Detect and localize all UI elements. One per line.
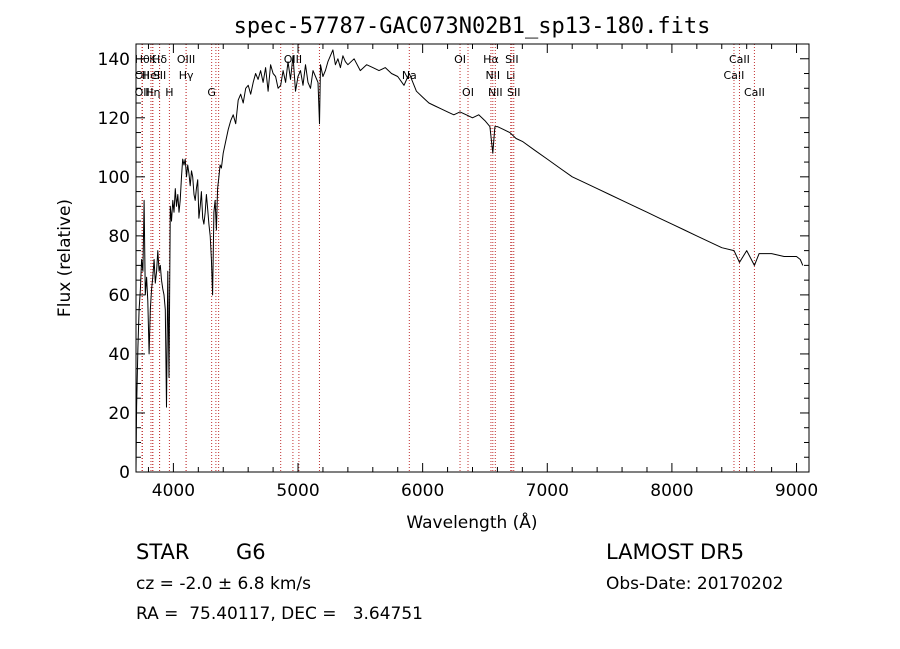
spectral-line-label-20: OI [462, 86, 474, 99]
spectral-line-label-11: G [207, 86, 216, 99]
y-tick-label-1: 20 [108, 404, 130, 424]
y-tick-label-2: 40 [108, 345, 130, 365]
y-tick-label-4: 80 [108, 227, 130, 247]
spectral-line-label-28: CaII [729, 53, 750, 66]
spectral-line-label-19: OI [454, 53, 466, 66]
spectral-line-label-4: HeI [142, 69, 160, 82]
axes: 4000 5000 6000 7000 8000 9000 0 20 40 60 80 100 120 1… [98, 44, 818, 501]
redshift-text: cz = -2.0 ± 6.8 km/s [136, 574, 311, 594]
y-tick-label-3: 60 [108, 286, 130, 306]
spectral-line-label-22: NII [485, 69, 500, 82]
y-axis-label: Flux (relative) [55, 199, 75, 317]
spectral-line-label-21: Hα [483, 53, 499, 66]
y-tick-label-0: 0 [119, 463, 130, 483]
spectral-line-label-5: Hη [145, 86, 160, 99]
spectrum-line-0 [135, 49, 804, 473]
y-tick-label-6: 120 [98, 109, 130, 129]
spectral-line-label-8: H [165, 86, 173, 99]
spectral-line-label-1: OII [135, 69, 150, 82]
x-tick-label-0: 4000 [152, 481, 195, 501]
object-class: STAR [136, 540, 190, 564]
spectral-line-markers: HθOIIOIIKHeIHηHδSIIHOIIIHγGOIIINaOIOIHαN… [135, 44, 765, 472]
y-tick-label-7: 140 [98, 50, 130, 70]
survey-name: LAMOST DR5 [606, 540, 745, 564]
x-axis-label: Wavelength (Å) [406, 511, 537, 533]
x-tick-label-2: 6000 [401, 481, 444, 501]
y-tick-label-5: 100 [98, 168, 130, 188]
spectral-line-label-18: Na [402, 69, 417, 82]
spectral-line-label-23: NII [488, 86, 503, 99]
chart-title: spec-57787-GAC073N02B1_sp13-180.fits [234, 14, 711, 39]
spectral-line-label-27: CaII [724, 69, 745, 82]
obs-date: Obs-Date: 20170202 [606, 574, 784, 594]
x-tick-label-3: 7000 [526, 481, 569, 501]
x-tick-label-1: 5000 [276, 481, 319, 501]
x-tick-label-4: 8000 [650, 481, 693, 501]
spectral-line-label-2: OII [135, 86, 150, 99]
coordinates: RA = 75.40117, DEC = 3.64751 [136, 604, 423, 624]
spectral-line-label-7: SII [153, 69, 166, 82]
spectral-line-label-24: Li [506, 69, 515, 82]
spectral-line-label-25: SII [505, 53, 518, 66]
spectral-line-label-10: Hγ [179, 69, 194, 82]
subclass: G6 [236, 540, 266, 564]
x-tick-label-5: 9000 [775, 481, 818, 501]
spectral-line-label-26: SII [507, 86, 520, 99]
spectral-line-label-29: CaII [744, 86, 765, 99]
spectrum-series [135, 49, 804, 473]
